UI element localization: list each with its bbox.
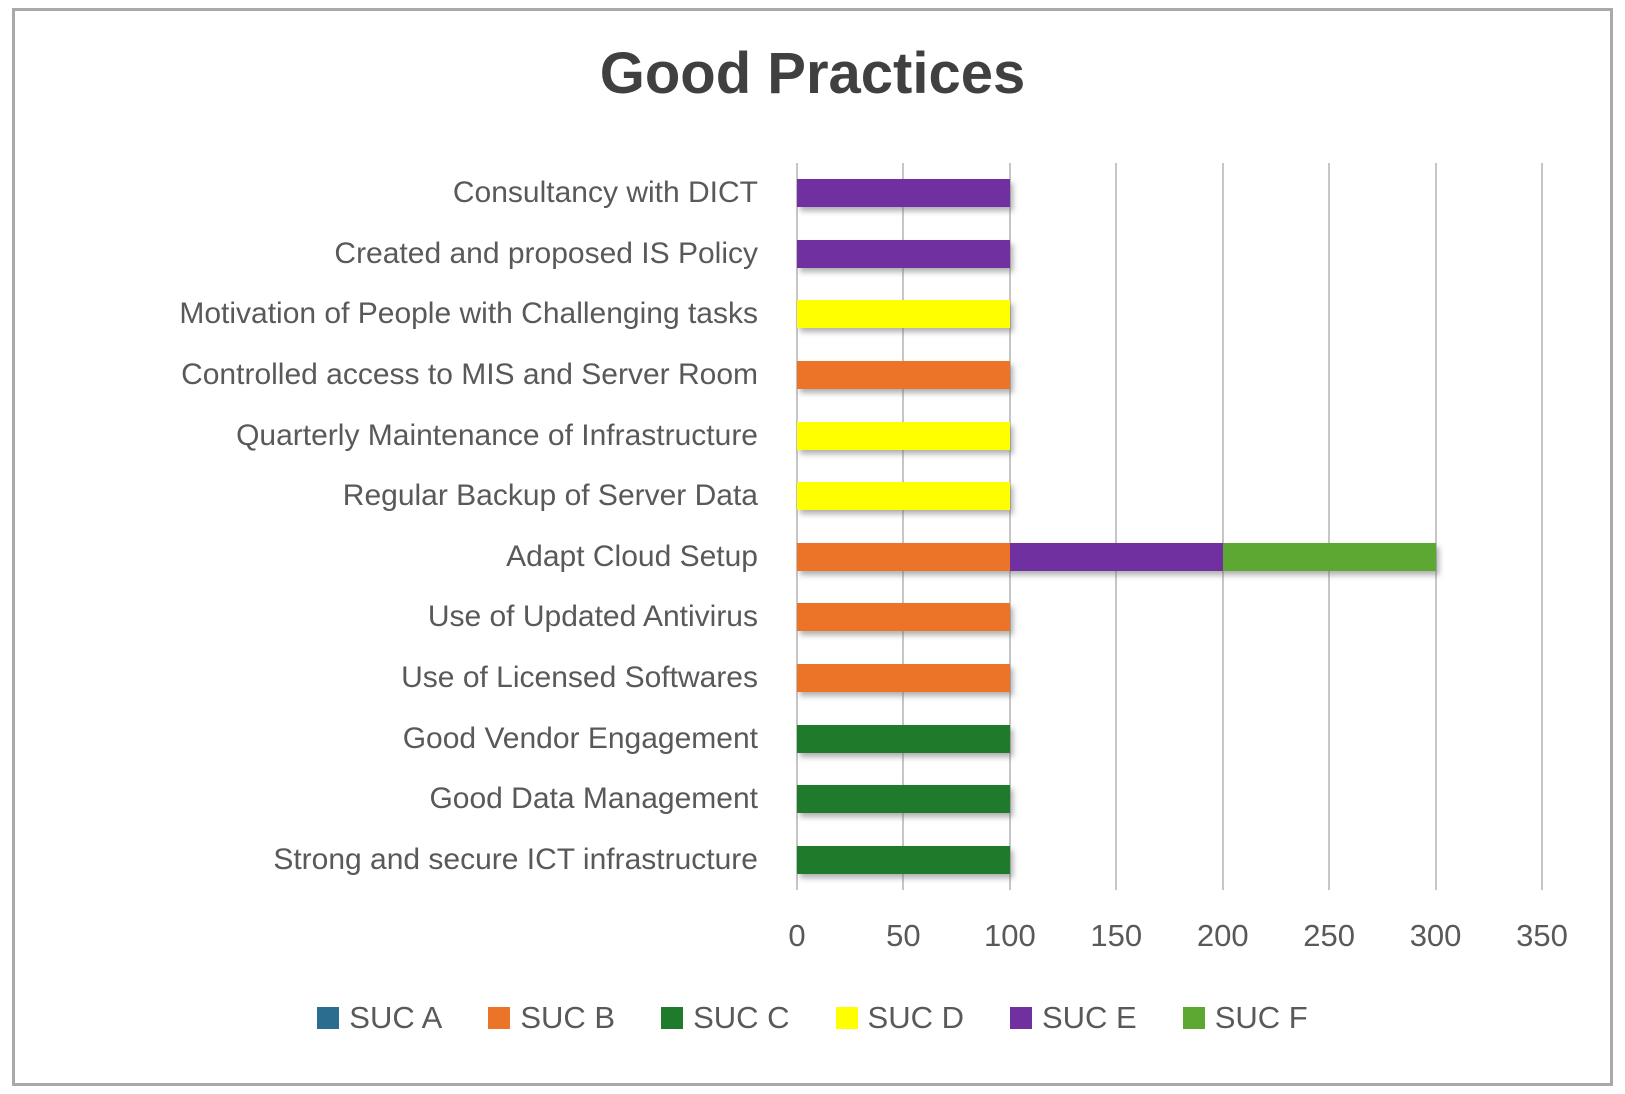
legend-swatch-suc-f (1182, 1007, 1205, 1029)
legend-label-suc-b: SUC B (520, 1000, 616, 1035)
x-tick-label-100: 100 (983, 918, 1036, 953)
category-label-motivation-of-people-with-challenging-tasks: Motivation of People with Challenging ta… (179, 297, 758, 331)
gridline-200 (1221, 163, 1224, 890)
legend: SUC A SUC B SUC C SUC D SUC E SUC F (0, 1000, 1625, 1036)
gridline-150 (1115, 163, 1118, 890)
bar-row-regular-backup-of-server-data (797, 482, 1010, 511)
category-label-use-of-licensed-softwares: Use of Licensed Softwares (401, 660, 758, 694)
x-tick-label-150: 150 (1090, 918, 1143, 953)
legend-item-suc-c: SUC C (661, 1000, 790, 1036)
bar-segment-suc-b (797, 663, 1010, 692)
gridline-0 (796, 163, 798, 890)
legend-item-suc-d: SUC D (835, 1000, 964, 1036)
legend-swatch-suc-a (317, 1007, 340, 1029)
gridline-250 (1328, 163, 1331, 890)
legend-label-suc-a: SUC A (349, 1000, 443, 1035)
legend-item-suc-e: SUC E (1009, 1000, 1137, 1036)
legend-label-suc-c: SUC C (693, 1000, 790, 1035)
category-axis: Consultancy with DICT Created and propose… (30, 163, 758, 890)
legend-swatch-suc-d (835, 1007, 858, 1029)
category-label-consultancy-with-dict: Consultancy with DICT (452, 176, 758, 210)
legend-item-suc-a: SUC A (317, 1000, 442, 1036)
bar-segment-suc-e (797, 239, 1010, 268)
legend-item-suc-b: SUC B (488, 1000, 615, 1036)
category-label-good-vendor-engagement: Good Vendor Engagement (402, 721, 758, 755)
category-label-strong-and-secure-ict-infrastructure: Strong and secure ICT infrastructure (273, 842, 758, 876)
legend-swatch-suc-e (1009, 1007, 1032, 1029)
bar-row-use-of-updated-antivirus (797, 603, 1010, 632)
plot-area (796, 163, 1543, 890)
bar-row-good-data-management (797, 785, 1010, 814)
bar-segment-suc-b (797, 361, 1010, 390)
bar-segment-suc-d (797, 300, 1010, 329)
legend-swatch-suc-c (661, 1007, 684, 1029)
category-label-adapt-cloud-setup: Adapt Cloud Setup (506, 539, 758, 573)
bar-row-good-vendor-engagement (797, 724, 1010, 753)
x-tick-label-50: 50 (886, 918, 921, 953)
bar-segment-suc-f (1222, 542, 1436, 571)
bar-segment-suc-c (797, 724, 1010, 753)
chart-title: Good Practices (599, 41, 1026, 106)
x-tick-label-200: 200 (1196, 918, 1249, 953)
category-label-use-of-updated-antivirus: Use of Updated Antivirus (427, 600, 758, 634)
category-label-controlled-access-to-mis-and-server-room: Controlled access to MIS and Server Room (181, 358, 758, 392)
legend-item-suc-f: SUC F (1182, 1000, 1308, 1036)
bar-segment-suc-c (797, 845, 1010, 874)
legend-label-suc-d: SUC D (867, 1000, 964, 1035)
x-tick-label-350: 350 (1516, 918, 1568, 953)
bar-segment-suc-e (797, 179, 1010, 208)
gridline-300 (1434, 163, 1437, 890)
gridline-350 (1541, 163, 1543, 890)
category-label-created-and-proposed-is-policy: Created and proposed IS Policy (334, 236, 758, 270)
bar-row-created-and-proposed-is-policy (797, 239, 1010, 268)
x-tick-label-0: 0 (788, 918, 806, 953)
bar-segment-suc-d (797, 482, 1010, 511)
category-label-quarterly-maintenance-of-infrastructure: Quarterly Maintenance of Infrastructure (236, 418, 758, 452)
bar-row-strong-and-secure-ict-infrastructure (797, 845, 1010, 874)
x-tick-label-250: 250 (1303, 918, 1356, 953)
category-label-regular-backup-of-server-data: Regular Backup of Server Data (342, 479, 758, 513)
category-label-good-data-management: Good Data Management (429, 782, 758, 816)
bar-row-controlled-access-to-mis-and-server-room (797, 361, 1010, 390)
x-tick-label-300: 300 (1409, 918, 1462, 953)
gridline-100 (1008, 163, 1011, 890)
legend-label-suc-e: SUC E (1041, 1000, 1137, 1035)
bar-row-consultancy-with-dict (797, 179, 1010, 208)
legend-swatch-suc-b (488, 1007, 511, 1029)
legend-label-suc-f: SUC F (1214, 1000, 1308, 1035)
bar-segment-suc-c (797, 785, 1010, 814)
bar-segment-suc-b (797, 542, 1010, 571)
bar-row-use-of-licensed-softwares (797, 663, 1010, 692)
bar-segment-suc-d (797, 421, 1010, 450)
bar-segment-suc-b (797, 603, 1010, 632)
bar-row-adapt-cloud-setup (797, 542, 1436, 571)
bar-row-quarterly-maintenance-of-infrastructure (797, 421, 1010, 450)
bar-row-motivation-of-people-with-challenging-tasks (797, 300, 1010, 329)
x-axis: 0 50 100 150 200 250 300 350 (0, 918, 1625, 958)
gridline-50 (902, 163, 905, 890)
bar-segment-suc-e (1009, 542, 1223, 571)
